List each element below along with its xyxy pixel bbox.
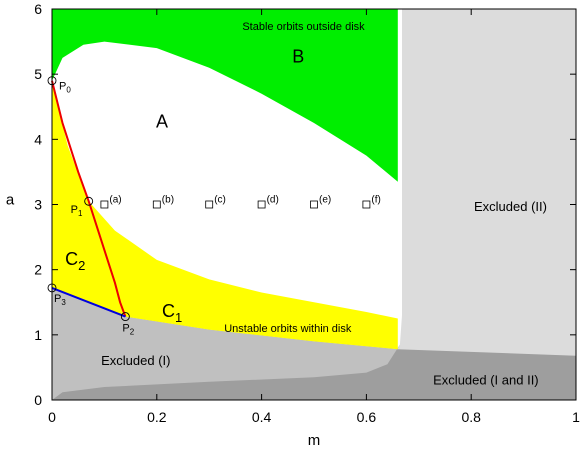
region-label-a: A [156, 112, 168, 132]
y-tick-label: 6 [34, 1, 42, 17]
x-tick-label: 1 [572, 409, 580, 425]
marker-group: (a) (b) (c) (d) (e) (f) [100, 195, 381, 209]
region-caption-stable: Stable orbits outside disk [242, 21, 365, 33]
marker-label: (d) [267, 195, 279, 206]
y-tick-label: 1 [34, 327, 42, 343]
region-label-excluded-i-and-ii: Excluded (I and II) [433, 372, 539, 387]
plot-area [52, 9, 576, 400]
marker-square [310, 200, 318, 209]
region-label-c1: C1 [162, 301, 182, 325]
y-axis-label: a [6, 192, 15, 209]
x-tick-label: 0.2 [147, 409, 167, 425]
y-tick-label: 0 [34, 392, 42, 408]
y-tick-label: 4 [34, 131, 42, 147]
x-tick-label: 0.6 [357, 409, 377, 425]
point-label: P0 [59, 81, 71, 95]
y-axis: 0 1 2 3 4 5 6 [34, 1, 576, 408]
region-label-excluded-ii: Excluded (II) [474, 199, 547, 214]
marker-label: (e) [319, 195, 331, 206]
point-label: P2 [122, 323, 134, 337]
y-tick-label: 5 [34, 66, 42, 82]
series-red-curve [51, 80, 127, 317]
point-label: P3 [54, 293, 66, 307]
point-marker [120, 312, 130, 322]
point-marker [84, 196, 94, 206]
marker-label: (f) [371, 195, 380, 206]
region-excluded-ii [52, 9, 576, 400]
y-tick-label: 2 [34, 262, 42, 278]
marker-label: (a) [109, 195, 121, 206]
region-unstable [52, 80, 398, 350]
series-blue-line [51, 286, 126, 318]
marker-label: (b) [162, 195, 174, 206]
marker-square [257, 200, 266, 209]
marker-square [100, 200, 109, 209]
x-tick-label: 0.8 [461, 409, 481, 425]
region-excluded-i [52, 287, 400, 400]
x-tick-label: 0 [48, 409, 56, 425]
region-label-c2: C2 [65, 249, 85, 273]
x-axis: 0 0.2 0.4 0.6 0.8 1 [48, 9, 580, 425]
region-label-excluded-i: Excluded (I) [101, 353, 170, 368]
marker-square [362, 200, 371, 209]
region-caption-unstable: Unstable orbits within disk [224, 323, 352, 335]
y-tick-label: 3 [34, 197, 42, 213]
x-tick-label: 0.4 [252, 409, 272, 425]
region-stable-b [52, 9, 398, 182]
marker-square [152, 200, 161, 209]
marker-square [205, 200, 214, 209]
marker-label: (c) [214, 195, 226, 206]
point-label: P1 [71, 204, 83, 218]
region-label-b: B [292, 46, 304, 66]
x-axis-label: m [308, 432, 321, 449]
